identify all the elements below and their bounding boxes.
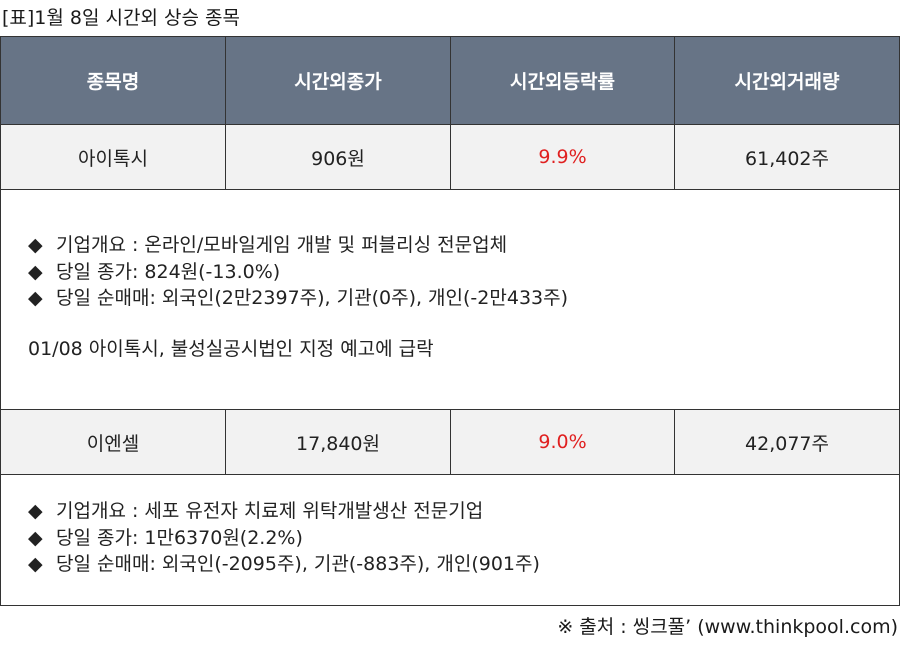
after-hours-close: 17,840원: [225, 409, 451, 475]
table-row: 이엔셀 17,840원 9.0% 42,077주: [0, 409, 900, 475]
day-close: 당일 종가: 824원(-13.0%): [56, 260, 281, 283]
detail-line: ◆ 당일 순매매: 외국인(2만2397주), 기관(0주), 개인(-2만433…: [28, 285, 899, 312]
company-overview: 기업개요 : 온라인/모바일게임 개발 및 퍼블리싱 전문업체: [56, 234, 508, 256]
stock-name: 이엔셀: [0, 409, 226, 475]
net-trading: 당일 순매매: 외국인(-2095주), 기관(-883주), 개인(901주): [56, 553, 540, 575]
header-after-hours-volume: 시간외거래량: [674, 36, 900, 125]
after-hours-rate: 9.9%: [450, 124, 675, 190]
detail-line: ◆ 당일 종가: 824원(-13.0%): [28, 259, 899, 286]
table-row: 아이톡시 906원 9.9% 61,402주: [0, 124, 900, 190]
table-header-row: 종목명 시간외종가 시간외등락률 시간외거래량: [0, 36, 900, 125]
stock-name: 아이톡시: [0, 124, 226, 190]
after-hours-table: 종목명 시간외종가 시간외등락률 시간외거래량 아이톡시 906원 9.9% 6…: [0, 36, 900, 606]
detail-line: ◆ 당일 종가: 1만6370원(2.2%): [28, 525, 899, 552]
diamond-bullet-icon: ◆: [28, 260, 43, 283]
after-hours-volume: 42,077주: [674, 409, 900, 475]
detail-line: ◆ 기업개요 : 세포 유전자 치료제 위탁개발생산 전문기업: [28, 498, 899, 525]
header-stock-name: 종목명: [0, 36, 226, 125]
diamond-bullet-icon: ◆: [28, 553, 43, 575]
after-hours-volume: 61,402주: [674, 124, 900, 190]
company-overview: 기업개요 : 세포 유전자 치료제 위탁개발생산 전문기업: [56, 500, 484, 522]
diamond-bullet-icon: ◆: [28, 526, 43, 549]
stock-detail-cell: ◆ 기업개요 : 세포 유전자 치료제 위탁개발생산 전문기업 ◆ 당일 종가: 1…: [0, 474, 900, 606]
stock-detail-row: ◆ 기업개요 : 세포 유전자 치료제 위탁개발생산 전문기업 ◆ 당일 종가: 1…: [0, 474, 900, 606]
source-note: ※ 출처 : 씽크풀’ (www.thinkpool.com): [557, 616, 898, 638]
diamond-bullet-icon: ◆: [28, 500, 43, 522]
stock-detail-cell: ◆ 기업개요 : 온라인/모바일게임 개발 및 퍼블리싱 전문업체 ◆ 당일 종가:…: [0, 189, 900, 410]
news-note: 01/08 아이톡시, 불성실공시법인 지정 예고에 급락: [28, 337, 434, 360]
diamond-bullet-icon: ◆: [28, 234, 43, 256]
page-title: [표]1월 8일 시간외 상승 종목: [2, 7, 240, 29]
day-close: 당일 종가: 1만6370원(2.2%): [56, 526, 303, 549]
header-after-hours-close: 시간외종가: [225, 36, 451, 125]
after-hours-close: 906원: [225, 124, 451, 190]
detail-line: ◆ 당일 순매매: 외국인(-2095주), 기관(-883주), 개인(901주…: [28, 551, 899, 578]
net-trading: 당일 순매매: 외국인(2만2397주), 기관(0주), 개인(-2만433주…: [56, 287, 569, 309]
detail-line: ◆ 기업개요 : 온라인/모바일게임 개발 및 퍼블리싱 전문업체: [28, 232, 899, 259]
after-hours-rate: 9.0%: [450, 409, 675, 475]
diamond-bullet-icon: ◆: [28, 287, 43, 309]
header-after-hours-rate: 시간외등락률: [450, 36, 675, 125]
stock-detail-row: ◆ 기업개요 : 온라인/모바일게임 개발 및 퍼블리싱 전문업체 ◆ 당일 종가:…: [0, 189, 900, 410]
